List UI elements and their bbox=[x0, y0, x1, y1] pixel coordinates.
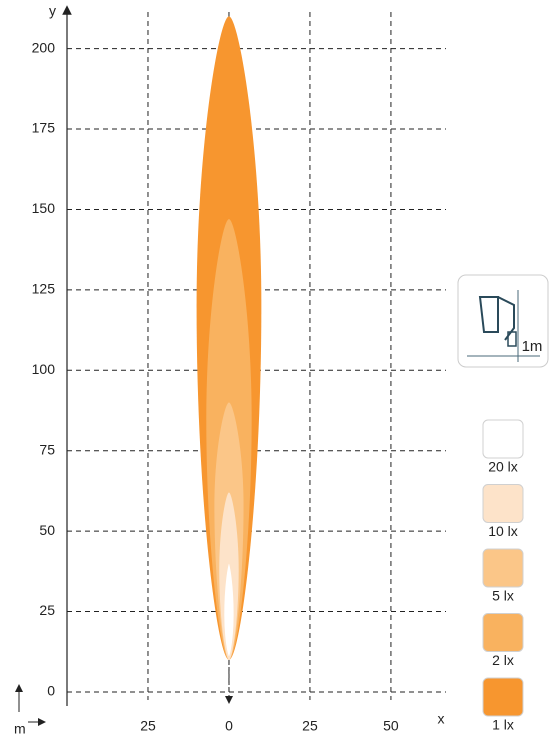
y-tick-label: 100 bbox=[32, 361, 56, 377]
legend-label: 5 lx bbox=[492, 588, 514, 604]
y-tick-label: 175 bbox=[32, 120, 56, 136]
isolux-contour bbox=[223, 562, 235, 658]
legend-swatch bbox=[482, 613, 524, 652]
legend-swatch bbox=[482, 677, 524, 717]
legend-label: 1 lx bbox=[492, 717, 514, 733]
y-tick-label: 50 bbox=[39, 522, 55, 538]
legend: 1 lx 2 lx 5 lx 10 lx 20 lx bbox=[482, 419, 524, 733]
y-tick-label: 75 bbox=[39, 441, 55, 457]
legend-label: 10 lx bbox=[488, 523, 518, 539]
y-tick-label: 200 bbox=[32, 39, 56, 55]
contours bbox=[196, 16, 262, 660]
x-tick-label: 50 bbox=[383, 718, 399, 734]
x-tick-label: 0 bbox=[225, 718, 233, 734]
y-tick-label: 150 bbox=[32, 200, 56, 216]
y-tick-label: 25 bbox=[39, 602, 55, 618]
icon-label: 1m bbox=[522, 338, 543, 355]
y-tick-label: 125 bbox=[32, 281, 56, 297]
legend-swatch bbox=[482, 548, 524, 588]
legend-label: 20 lx bbox=[488, 459, 518, 475]
x-tick-label: 25 bbox=[302, 718, 318, 734]
y-axis-label: y bbox=[49, 3, 56, 19]
legend-label: 2 lx bbox=[492, 652, 514, 668]
legend-swatch bbox=[482, 484, 524, 523]
x-tick-label: 25 bbox=[140, 718, 156, 734]
y-tick-label: 0 bbox=[47, 683, 55, 699]
legend-swatch bbox=[482, 419, 524, 459]
unit-label: m bbox=[14, 721, 26, 737]
mounting-icon: 1m bbox=[457, 274, 549, 368]
x-axis-label: x bbox=[438, 711, 445, 727]
